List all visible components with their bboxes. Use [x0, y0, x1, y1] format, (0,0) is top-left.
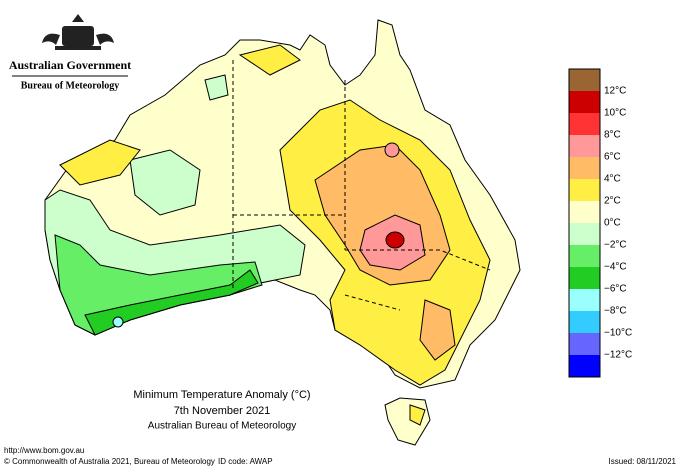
legend-swatch — [569, 69, 600, 91]
legend-swatch — [569, 355, 600, 377]
footer-id-code: ID code: AWAP — [218, 457, 273, 466]
australia-map — [44, 19, 521, 446]
footer-url: http://www.bom.gov.au — [4, 446, 84, 455]
legend-swatch — [569, 179, 600, 201]
legend-label: 12°C — [604, 86, 626, 97]
legend: 12°C 10°C 8°C 6°C 4°C 2°C 0°C −2°C −4°C −6°C −8°C −… — [568, 68, 632, 378]
legend-label: −12°C — [604, 350, 632, 361]
legend-label: −4°C — [604, 262, 627, 273]
legend-swatch — [569, 135, 600, 157]
legend-label: 8°C — [604, 130, 621, 141]
footer-issued: Issued: 08/11/2021 — [609, 457, 677, 466]
legend-label: −2°C — [604, 240, 627, 251]
legend-label: −6°C — [604, 284, 627, 295]
legend-label: −10°C — [604, 328, 632, 339]
legend-swatch — [569, 201, 600, 223]
legend-frame — [568, 68, 601, 378]
legend-swatch — [569, 113, 600, 135]
legend-swatch — [569, 91, 600, 113]
legend-label: 10°C — [604, 108, 626, 119]
legend-label: 4°C — [604, 174, 621, 185]
legend-swatch — [569, 311, 600, 333]
legend-label: 0°C — [604, 218, 621, 229]
legend-swatch — [569, 245, 600, 267]
legend-label: 2°C — [604, 196, 621, 207]
footer-copyright: © Commonwealth of Australia 2021, Bureau… — [4, 457, 215, 466]
map-title: Minimum Temperature Anomaly (°C) — [133, 389, 310, 401]
crest — [42, 14, 114, 50]
legend-label: −8°C — [604, 306, 627, 317]
map-source: Australian Bureau of Meteorology — [148, 421, 296, 432]
legend-swatch — [569, 157, 600, 179]
legend-label: 6°C — [604, 152, 621, 163]
agency-name: Bureau of Meteorology — [21, 80, 120, 91]
map-date: 7th November 2021 — [174, 405, 271, 417]
legend-swatch — [569, 333, 600, 355]
legend-swatch — [569, 223, 600, 245]
legend-swatch — [569, 289, 600, 311]
government-name: Australian Government — [9, 58, 131, 72]
legend-swatch — [569, 267, 600, 289]
